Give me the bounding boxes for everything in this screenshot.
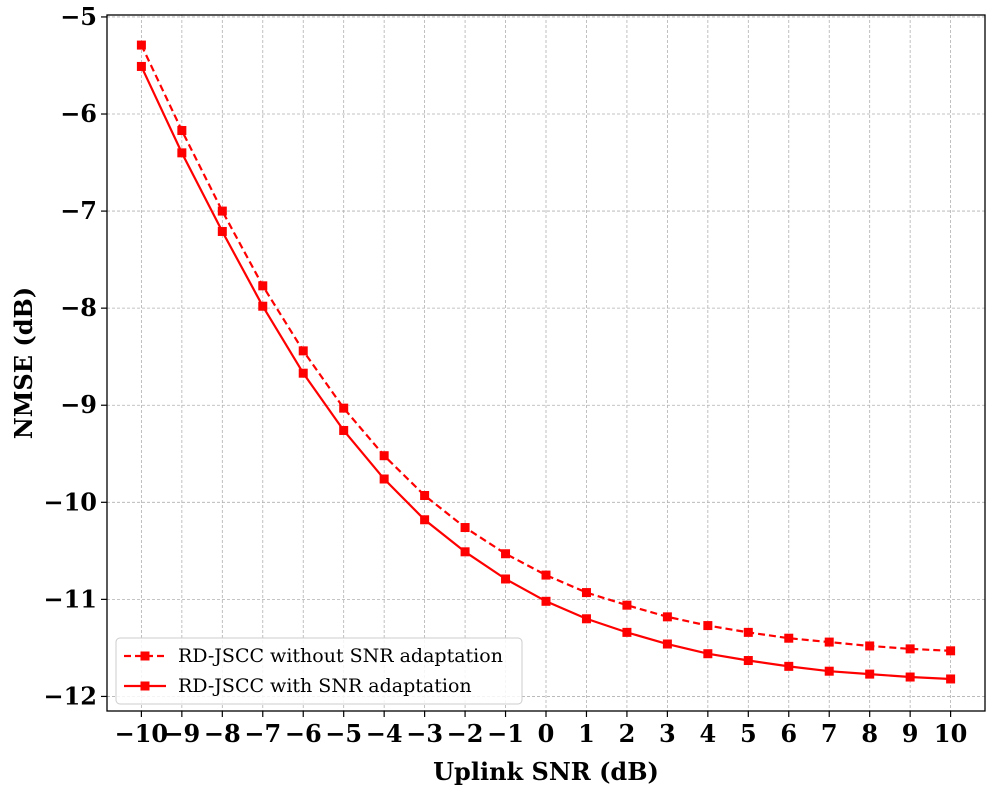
series-2-marker [824,666,834,676]
legend: RD-JSCC without SNR adaptation RD-JSCC wi… [115,637,523,705]
series-1-marker [703,621,713,631]
series-1-marker [420,491,430,501]
x-tick-label: 10 [934,719,967,748]
series-layer [136,40,956,684]
legend-marker [140,651,150,661]
series-2-marker [217,226,227,236]
series-2-marker [784,661,794,671]
series-1-marker [541,570,551,580]
x-tick-label: 3 [659,719,676,748]
series-1-marker [622,600,632,610]
x-tick-label: −3 [406,719,443,748]
y-tick-label: −7 [60,196,97,225]
series-2-marker [622,627,632,637]
series-1-marker [501,549,511,559]
x-axis-label: Uplink SNR (dB) [433,757,659,786]
x-tick-label: −5 [325,719,362,748]
y-tick-label: −10 [43,487,97,516]
x-tick-label: 0 [538,719,555,748]
series-1-marker [946,646,956,656]
grid [107,15,985,711]
series-2-marker [703,649,713,659]
x-tick-label: −2 [447,719,484,748]
series-1-marker [662,612,672,622]
legend-marker [140,681,150,691]
series-2-marker [946,674,956,684]
series-1-marker [784,633,794,643]
x-tick-label: −10 [115,719,169,748]
series-2-marker [905,672,915,682]
series-1-marker [905,644,915,654]
series-1-marker [177,126,187,136]
series-1-marker [258,281,268,291]
series-2-marker [662,639,672,649]
series-1-marker [824,637,834,647]
legend-box [115,637,523,705]
y-tick-label: −11 [43,584,97,613]
x-tick-label: −7 [244,719,281,748]
series-2-marker [379,474,389,484]
x-tick-label: 9 [902,719,919,748]
series-line-1 [140,44,951,652]
x-tick-label: 1 [578,719,595,748]
series-1-marker [379,451,389,461]
x-tick-label: −9 [163,719,200,748]
series-2-marker [258,301,268,311]
y-tick-label: −6 [60,99,97,128]
legend-label: RD-JSCC with SNR adaptation [178,675,472,697]
x-tick-label: −1 [487,719,524,748]
x-tick-label: −8 [204,719,241,748]
legend-label: RD-JSCC without SNR adaptation [178,645,503,667]
series-2-marker [501,574,511,584]
y-tick-label: −9 [60,390,97,419]
series-2-marker [177,148,187,158]
series-2-marker [136,61,146,71]
x-tick-label: 5 [740,719,757,748]
x-tick-label: 2 [619,719,636,748]
x-tick-label: 8 [861,719,878,748]
x-tick-label: 4 [699,719,716,748]
series-1-marker [581,588,591,598]
y-tick-label: −12 [43,681,97,710]
series-2-marker [743,656,753,666]
series-2-marker [865,669,875,679]
x-tick-label: 6 [780,719,797,748]
series-1-marker [217,206,227,216]
ticks: −10−9 −8 −7 −6 −5 −4 −3 −2 −1 0 1 2 3 4 5 6 7 8 9 10−12−11−… [43,2,967,748]
series-2-marker [298,368,308,378]
series-2-marker [541,596,551,606]
series-1-marker [743,627,753,637]
x-tick-label: −4 [366,719,403,748]
x-tick-label: −6 [285,719,322,748]
series-1-marker [298,346,308,356]
series-1-marker [460,523,470,533]
x-tick-label: 7 [821,719,838,748]
series-1-marker [865,641,875,651]
series-2-marker [581,614,591,624]
series-2-marker [339,425,349,435]
y-tick-label: −5 [60,2,97,31]
y-axis-label: NMSE (dB) [9,287,38,439]
series-1-marker [339,403,349,413]
y-tick-label: −8 [60,293,97,322]
series-2-marker [460,547,470,557]
series-1-marker [136,40,146,50]
series-2-marker [420,515,430,525]
